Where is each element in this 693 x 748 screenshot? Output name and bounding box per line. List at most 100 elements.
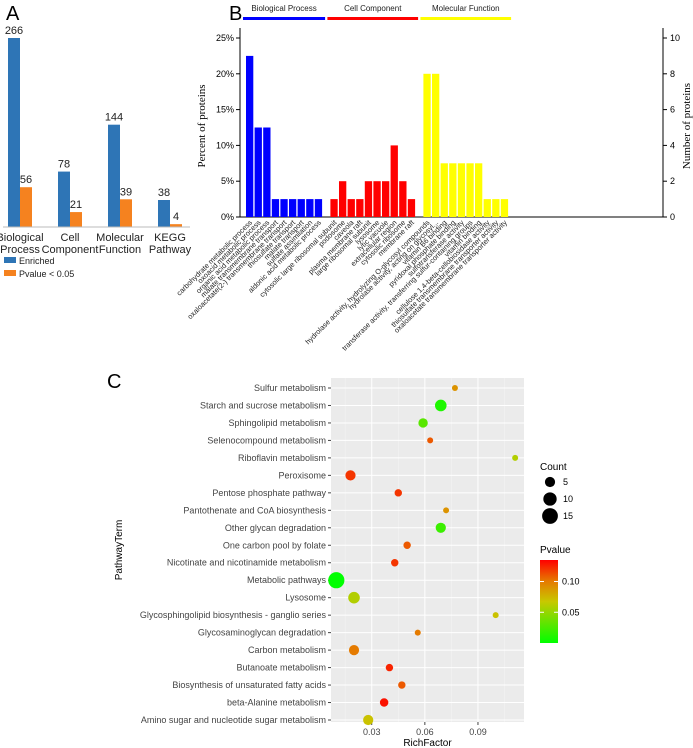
pathway-term-label: Amino sugar and nucleotide sugar metabol…	[141, 715, 326, 725]
pathway-term-label: Biosynthesis of unsaturated fatty acids	[172, 680, 326, 690]
bar-0-3	[271, 199, 280, 217]
legend-pvalue-label: Pvalue < 0.05	[19, 269, 74, 279]
bar-0-0	[246, 55, 254, 218]
legend-count-dot	[542, 508, 558, 524]
pathway-point	[328, 572, 345, 589]
bar-2-0	[423, 73, 431, 217]
pathway-point	[345, 470, 356, 481]
bar-0-5	[289, 199, 297, 217]
bar-value-label: 144	[105, 112, 123, 124]
bar-value-label: 56	[20, 174, 32, 186]
x-axis-title: RichFactor	[403, 738, 452, 748]
pathway-term-label: Sphingolipid metabolism	[228, 418, 326, 428]
legend-count-title: Count	[540, 462, 567, 473]
pathway-point	[443, 507, 450, 514]
y-tick-label: 10%	[216, 140, 234, 150]
panel-a-label: A	[6, 3, 20, 25]
bar-value-label: 21	[70, 199, 82, 211]
pathway-point	[379, 698, 389, 707]
bar-1-3	[356, 199, 364, 217]
bar-enriched-2	[108, 124, 120, 227]
category-label: Process	[0, 244, 40, 256]
pathway-point	[385, 663, 394, 672]
y-axis-title: Percent of proteins	[196, 84, 208, 167]
y2-tick-label: 8	[670, 69, 675, 79]
bar-2-9	[500, 199, 509, 217]
bar-1-0	[330, 199, 338, 217]
pathway-term-label: Peroxisome	[278, 470, 326, 480]
pathway-point	[512, 454, 519, 461]
pathway-point	[363, 714, 374, 726]
bar-value-label: 38	[158, 187, 170, 199]
panel-b-chart: 0% 5% 10% 15% 20% 25% 0 2 4 6 8 10 Percent of protei…	[175, 4, 693, 353]
category-label: Biological	[0, 232, 44, 244]
group-header-label-2: Molecular Function	[432, 4, 500, 13]
pathway-point	[391, 559, 399, 567]
bar-2-6	[475, 163, 483, 217]
bar-1-7	[390, 145, 398, 217]
panel-b-label: B	[229, 3, 242, 25]
pvalue-colorbar	[540, 560, 558, 643]
colorbar-tick-label: 0.05	[562, 607, 580, 617]
legend-count-label: 5	[563, 477, 568, 487]
panel-c-chart: 0.03 0.06 0.09 Sulfur metabolism Starch and …	[114, 378, 580, 748]
group-header-label-1: Cell Component	[344, 4, 402, 13]
x-tick-label: 0.03	[363, 727, 381, 737]
bar-1-4	[364, 181, 373, 217]
pathway-term-label: One carbon pool by folate	[223, 540, 326, 550]
category-label: Molecular	[96, 232, 144, 244]
y2-tick-label: 10	[670, 33, 680, 43]
bar-2-7	[483, 199, 491, 217]
plot-panel-background	[331, 378, 524, 722]
category-label: KEGG	[154, 232, 186, 244]
bar-2-2	[440, 163, 448, 217]
bar-2-8	[492, 199, 500, 217]
pathway-term-label: Butanoate metabolism	[236, 663, 326, 673]
pathway-term-label: Glycosphingolipid biosynthesis - ganglio…	[140, 610, 327, 620]
bar-enriched-1	[58, 171, 70, 227]
panel-c-label: C	[107, 371, 121, 393]
legend-enriched-label: Enriched	[19, 256, 55, 266]
group-header-bar-0	[243, 17, 326, 20]
pathway-term-label: Riboflavin metabolism	[238, 453, 326, 463]
bar-0-1	[254, 127, 262, 217]
bar-1-2	[347, 199, 355, 217]
legend-count-dot	[543, 492, 557, 506]
pathway-point	[348, 591, 360, 604]
pathway-point	[427, 437, 434, 444]
bar-value-label: 39	[120, 186, 132, 198]
category-label: Component	[42, 244, 99, 256]
pathway-point	[492, 612, 499, 619]
pathway-point	[435, 522, 446, 533]
x-tick-label: 0.09	[469, 727, 487, 737]
legend-count-label: 15	[563, 511, 573, 521]
pathway-term-label: Selenocompound metabolism	[207, 435, 326, 445]
pathway-point	[418, 418, 428, 428]
bar-1-6	[382, 181, 390, 217]
legend-count-label: 10	[563, 494, 573, 504]
pathway-term-label: Nicotinate and nicotinamide metabolism	[167, 558, 326, 568]
pathway-point	[434, 399, 447, 412]
y-tick-label: 15%	[216, 105, 234, 115]
y2-axis-title: Number of proteins	[681, 83, 693, 169]
y2-tick-label: 0	[670, 212, 675, 222]
pathway-point	[398, 681, 406, 689]
legend-pvalue-title: Pvalue	[540, 545, 571, 556]
legend-pvalue-swatch	[4, 270, 16, 276]
bar-1-5	[373, 181, 381, 217]
group-header-bar-1	[327, 17, 419, 20]
bar-value-label: 4	[173, 211, 179, 223]
category-label: Function	[99, 244, 141, 256]
y-tick-label: 20%	[216, 69, 234, 79]
y-tick-label: 5%	[221, 176, 234, 186]
bar-1-9	[407, 199, 416, 217]
pathway-term-label: Starch and sucrose metabolism	[200, 400, 326, 410]
bar-0-6	[297, 199, 305, 217]
y2-tick-label: 4	[670, 140, 675, 150]
pathway-term-label: Sulfur metabolism	[254, 383, 326, 393]
bar-enriched-0	[8, 38, 20, 227]
pathway-term-label: Other glycan degradation	[225, 523, 326, 533]
pathway-point	[403, 541, 411, 549]
